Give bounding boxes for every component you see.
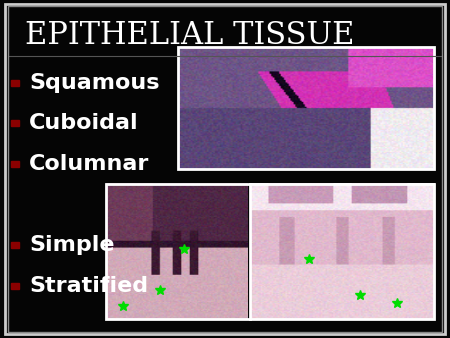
Bar xyxy=(106,184,434,319)
Text: Squamous: Squamous xyxy=(29,73,160,93)
Text: Stratified: Stratified xyxy=(29,275,148,296)
Bar xyxy=(11,283,19,289)
Text: EPITHELIAL TISSUE: EPITHELIAL TISSUE xyxy=(25,20,354,51)
Bar xyxy=(11,161,19,167)
Bar xyxy=(11,120,19,126)
Text: Simple: Simple xyxy=(29,235,115,255)
Text: Columnar: Columnar xyxy=(29,154,149,174)
Text: Cuboidal: Cuboidal xyxy=(29,113,139,134)
Bar xyxy=(178,47,434,169)
Bar xyxy=(11,242,19,248)
Bar xyxy=(11,80,19,86)
